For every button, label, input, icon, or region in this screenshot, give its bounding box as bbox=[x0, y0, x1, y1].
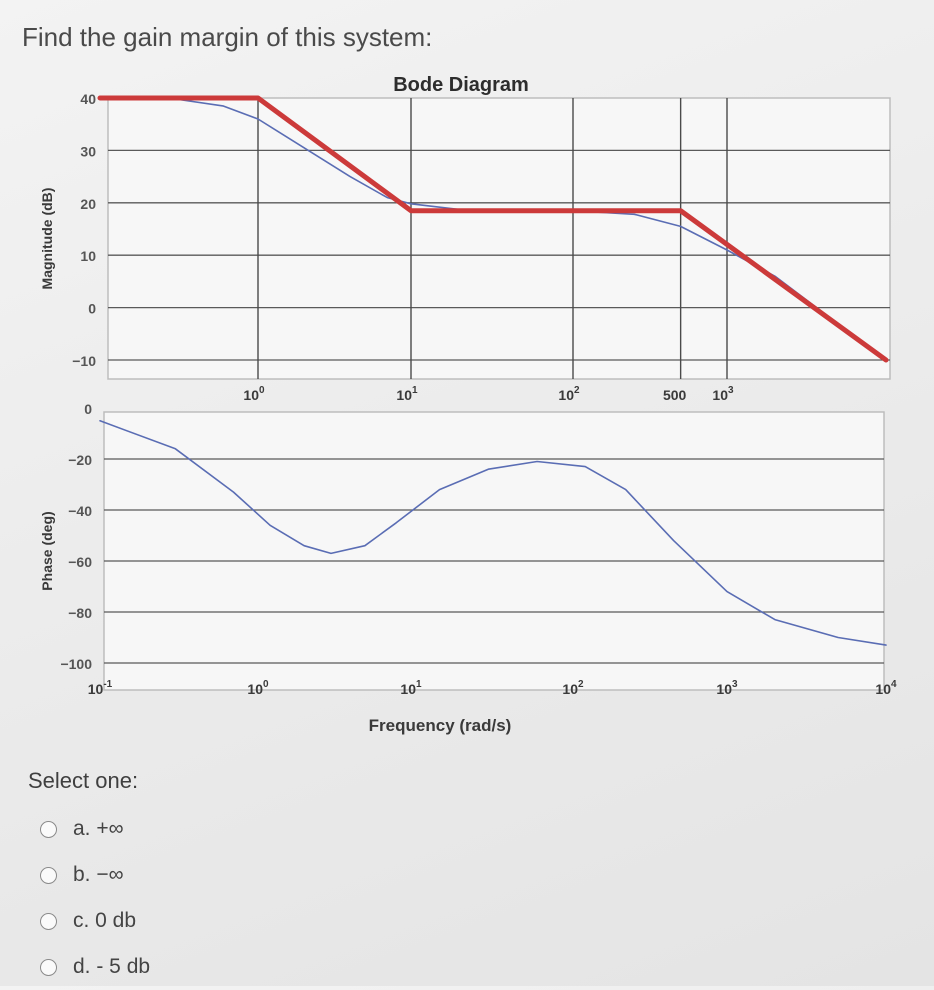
option-c[interactable]: c. 0 db bbox=[40, 898, 150, 944]
x-tick-label: 100 bbox=[247, 679, 269, 697]
option-d-label: d. - 5 db bbox=[73, 955, 151, 978]
option-d[interactable]: d. - 5 db bbox=[40, 944, 150, 990]
plot-area-magnitude bbox=[107, 97, 891, 380]
radio-b[interactable] bbox=[40, 866, 57, 884]
x-tick-label: 102 bbox=[558, 385, 580, 403]
x-tick-label: 101 bbox=[396, 385, 418, 403]
y-tick-label: −80 bbox=[68, 605, 92, 621]
option-b-label: b. −∞ bbox=[73, 863, 124, 886]
y-tick-label: 40 bbox=[80, 91, 96, 107]
x-tick-label: 102 bbox=[562, 679, 584, 697]
option-c-label: c. 0 db bbox=[73, 909, 137, 932]
answer-options: a. +∞ b. −∞ c. 0 db d. - 5 db bbox=[40, 806, 150, 990]
x-tick-label: 104 bbox=[875, 679, 897, 697]
radio-a[interactable] bbox=[40, 820, 57, 838]
series-line-asymptotic-magnitude bbox=[97, 95, 889, 363]
x-tick-label: 103 bbox=[712, 385, 734, 403]
series-line-actual-phase bbox=[99, 419, 887, 646]
panel-magnitude: 40 30 20 10 0 −10 Magnitude (dB) bbox=[39, 91, 891, 380]
y-tick-label: 10 bbox=[80, 248, 96, 264]
x-axis-label: Frequency (rad/s) bbox=[369, 716, 512, 735]
option-a[interactable]: a. +∞ bbox=[40, 806, 150, 852]
y-tick-label: −40 bbox=[68, 503, 92, 519]
y-tick-label: 20 bbox=[80, 196, 96, 212]
plot-area-phase bbox=[103, 411, 885, 691]
y-axis-label: Magnitude (dB) bbox=[39, 188, 55, 290]
x-tick-label: 10-1 bbox=[88, 679, 113, 697]
y-tick-label: −10 bbox=[72, 353, 96, 369]
x-tick-label: 103 bbox=[716, 679, 738, 697]
question-text: Find the gain margin of this system: bbox=[22, 22, 433, 52]
y-tick-label: −60 bbox=[68, 554, 92, 570]
y-tick-label: −100 bbox=[60, 656, 92, 672]
radio-c[interactable] bbox=[40, 912, 57, 930]
y-axis-label: Phase (deg) bbox=[39, 511, 55, 590]
radio-d[interactable] bbox=[40, 958, 57, 976]
option-a-label: a. +∞ bbox=[73, 817, 124, 840]
series-line-actual-magnitude bbox=[99, 97, 887, 361]
y-tick-label: −20 bbox=[68, 452, 92, 468]
x-tick-label: 100 bbox=[243, 385, 265, 403]
y-tick-label: 0 bbox=[84, 401, 92, 417]
panel-phase: 0 −20 −40 −60 −80 −100 Phase (deg) bbox=[39, 401, 885, 691]
option-b[interactable]: b. −∞ bbox=[40, 852, 150, 898]
y-tick-label: 0 bbox=[88, 301, 96, 317]
select-one-label: Select one: bbox=[28, 768, 139, 793]
y-tick-label: 30 bbox=[80, 143, 96, 159]
x-tick-label: 101 bbox=[400, 679, 422, 697]
chart-title: Bode Diagram bbox=[393, 74, 529, 96]
x-tick-label: 500 bbox=[663, 387, 687, 403]
